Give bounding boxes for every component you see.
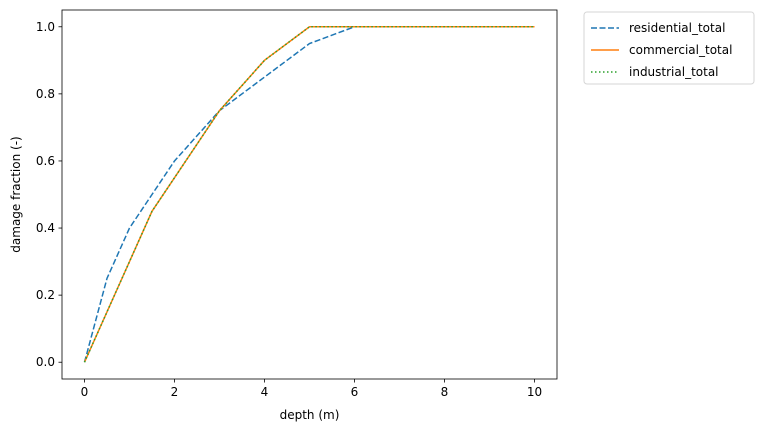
x-tick-label: 2 xyxy=(171,385,179,399)
series-line-2 xyxy=(83,26,535,363)
plot-frame xyxy=(61,9,558,380)
series-layer xyxy=(83,26,535,363)
x-axis-label: depth (m) xyxy=(280,408,340,422)
legend: residential_total commercial_totalindustr… xyxy=(583,11,755,85)
legend-box xyxy=(583,11,755,85)
x-tick-label: 10 xyxy=(527,385,542,399)
legend-label-2: industrial_total xyxy=(629,65,719,79)
y-tick-label: 0.4 xyxy=(36,221,55,235)
y-tick-label: 1.0 xyxy=(36,20,55,34)
y-axis-label: damage fraction (-) xyxy=(9,136,23,252)
y-axis-ticks: 0.0 0.2 0.4 0.6 0.8 1.0 xyxy=(36,20,62,369)
y-tick-label: 0.2 xyxy=(36,288,55,302)
legend-label-0: residential_total xyxy=(629,21,725,35)
x-tick-label: 4 xyxy=(261,385,269,399)
x-tick-label: 6 xyxy=(351,385,359,399)
x-tick-label: 0 xyxy=(81,385,89,399)
y-tick-label: 0.6 xyxy=(36,154,55,168)
y-tick-label: 0.0 xyxy=(36,355,55,369)
series-line-0 xyxy=(83,26,535,363)
legend-label-1: commercial_total xyxy=(629,43,732,57)
y-tick-label: 0.8 xyxy=(36,87,55,101)
x-tick-label: 8 xyxy=(441,385,449,399)
x-axis-ticks: 0 2 4 6 8 10 xyxy=(81,379,542,399)
